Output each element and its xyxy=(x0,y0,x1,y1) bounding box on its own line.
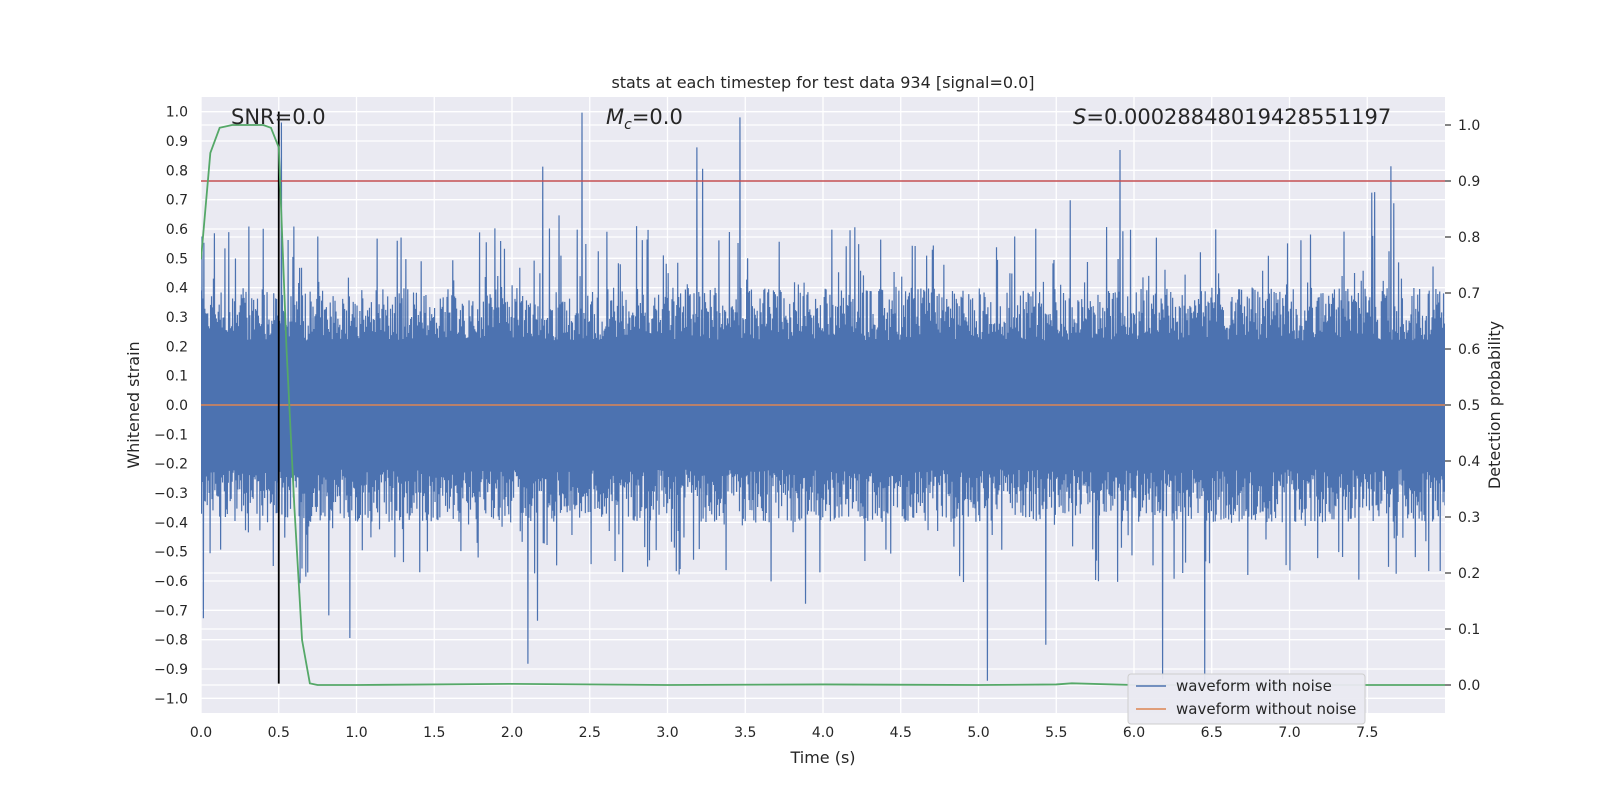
y-tick-label: −0.6 xyxy=(154,574,188,590)
snr-annotation: SNR=0.0 xyxy=(231,105,326,129)
y-tick-label: −1.0 xyxy=(154,691,188,707)
mc-value: =0.0 xyxy=(632,105,683,129)
x-tick-label: 6.5 xyxy=(1201,725,1223,741)
x-tick-label: 7.0 xyxy=(1278,725,1300,741)
y-tick-label: −0.7 xyxy=(154,603,188,619)
y-tick-label: 0.0 xyxy=(166,398,188,414)
s-annotation: S=0.00028848019428551197 xyxy=(1073,105,1391,129)
y-tick-label: −0.4 xyxy=(154,515,188,531)
x-tick-label: 2.5 xyxy=(579,725,601,741)
x-tick-label: 6.0 xyxy=(1123,725,1145,741)
y2-tick-label: 0.4 xyxy=(1458,454,1480,470)
x-axis-ticks: 0.0 0.5 1.0 1.5 2.0 2.5 3.0 3.5 4.0 4.5 5.0 5.5 6.0 6… xyxy=(190,725,1379,741)
x-tick-label: 5.0 xyxy=(967,725,989,741)
legend-label-clean: waveform without noise xyxy=(1176,700,1356,718)
mc-symbol: M xyxy=(606,105,624,129)
x-tick-label: 1.0 xyxy=(345,725,367,741)
y-tick-label: −0.5 xyxy=(154,545,188,561)
x-tick-label: 7.5 xyxy=(1356,725,1378,741)
x-axis-label: Time (s) xyxy=(789,748,855,767)
y-axis-label: Whitened strain xyxy=(124,341,143,468)
y-tick-label: 0.4 xyxy=(166,281,188,297)
y-tick-label: −0.2 xyxy=(154,457,188,473)
x-tick-label: 0.0 xyxy=(190,725,212,741)
s-value: =0.00028848019428551197 xyxy=(1086,105,1391,129)
y-tick-label: 0.3 xyxy=(166,310,188,326)
y-tick-label: 0.8 xyxy=(166,163,188,179)
y2-axis-label: Detection probability xyxy=(1485,321,1504,489)
x-tick-label: 4.5 xyxy=(890,725,912,741)
s-symbol: S xyxy=(1073,105,1086,129)
y-tick-label: 1.0 xyxy=(166,105,188,121)
y-tick-label: −0.9 xyxy=(154,662,188,678)
y-tick-label: 0.1 xyxy=(166,369,188,385)
y-tick-label: 0.7 xyxy=(166,193,188,209)
mc-annotation: Mc=0.0 xyxy=(606,105,683,133)
legend-box xyxy=(1127,673,1366,725)
y-tick-label: 0.9 xyxy=(166,134,188,150)
y-tick-label: −0.1 xyxy=(154,427,188,443)
x-tick-label: 0.5 xyxy=(268,725,290,741)
y2-tick-label: 0.2 xyxy=(1458,566,1480,582)
chart-title: stats at each timestep for test data 934… xyxy=(611,73,1034,92)
y-tick-label: −0.8 xyxy=(154,633,188,649)
y2-tick-label: 0.5 xyxy=(1458,398,1480,414)
legend: waveform with noise waveform without noi… xyxy=(1127,673,1366,725)
y-tick-label: −0.3 xyxy=(154,486,188,502)
y2-tick-label: 0.0 xyxy=(1458,678,1480,694)
y-tick-label: 0.6 xyxy=(166,222,188,238)
y2-tick-label: 0.3 xyxy=(1458,510,1480,526)
y2-tick-label: 0.9 xyxy=(1458,174,1480,190)
series-waveform-with-noise xyxy=(201,112,1445,681)
y2-tick-label: 1.0 xyxy=(1458,118,1480,134)
y2-tick-label: 0.7 xyxy=(1458,286,1480,302)
y2-tick-label: 0.8 xyxy=(1458,230,1480,246)
y-tick-label: 0.2 xyxy=(166,339,188,355)
overlay-lines xyxy=(201,111,1445,686)
x-tick-label: 4.0 xyxy=(812,725,834,741)
y-tick-label: 0.5 xyxy=(166,251,188,267)
x-tick-label: 5.5 xyxy=(1045,725,1067,741)
x-tick-label: 2.0 xyxy=(501,725,523,741)
legend-label-noise: waveform with noise xyxy=(1176,677,1332,695)
y2-axis-ticks: 1.0 0.9 0.8 0.7 0.6 0.5 0.4 0.3 0.2 0.1 0.0 xyxy=(1445,118,1480,694)
y2-tick-label: 0.1 xyxy=(1458,622,1480,638)
noisy-waveform xyxy=(201,112,1445,681)
series-detection-probability xyxy=(201,124,1445,686)
mc-subscript: c xyxy=(624,117,632,133)
y2-tick-label: 0.6 xyxy=(1458,342,1480,358)
x-tick-label: 1.5 xyxy=(423,725,445,741)
x-tick-label: 3.0 xyxy=(656,725,678,741)
y-axis-ticks: 1.0 0.9 0.8 0.7 0.6 0.5 0.4 0.3 0.2 0.1 0.0 −0.1 −0.… xyxy=(154,105,188,708)
x-tick-label: 3.5 xyxy=(734,725,756,741)
